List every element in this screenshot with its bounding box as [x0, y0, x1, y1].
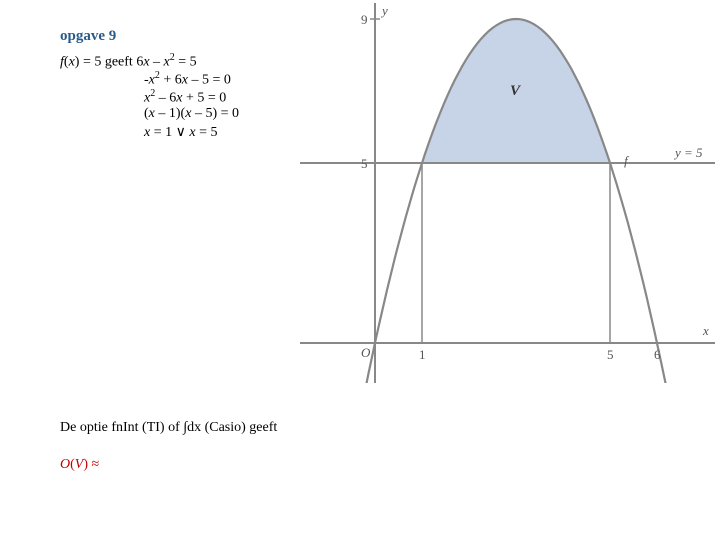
title-text: opgave 9: [60, 28, 116, 44]
svg-text:5: 5: [607, 347, 614, 362]
t: – 5) = 0: [191, 106, 239, 121]
t: = 5: [175, 55, 197, 70]
exercise-title: opgave 9: [60, 28, 116, 45]
equation-line-2: -x2 + 6x – 5 = 0: [144, 70, 231, 89]
svg-text:f: f: [624, 153, 630, 168]
t: ) = 5 geeft 6: [75, 55, 144, 70]
equation-line-4: (x – 1)(x – 5) = 0: [144, 106, 239, 122]
t: + 5 = 0: [182, 91, 226, 106]
equation-line-5: x = 1 ∨ x = 5: [144, 124, 218, 141]
svg-text:y: y: [380, 3, 388, 18]
t: – 5 = 0: [188, 73, 231, 88]
calculator-note: De optie fnInt (TI) of ∫dx (Casio) geeft: [60, 420, 277, 436]
t: –: [150, 55, 164, 70]
equation-line-1: f(x) = 5 geeft 6x – x2 = 5: [60, 52, 197, 71]
svg-text:O: O: [361, 345, 371, 360]
svg-text:9: 9: [361, 12, 368, 27]
O: O: [60, 457, 70, 472]
t: + 6: [160, 73, 182, 88]
svg-text:x: x: [702, 323, 709, 338]
equation-line-3: x2 – 6x + 5 = 0: [144, 88, 226, 107]
svg-text:y = 5: y = 5: [673, 145, 703, 160]
parabola-graph: 9yfV5y = 5O156x: [300, 3, 715, 383]
t: – 1)(: [155, 106, 185, 121]
t: = 1 ∨: [150, 125, 189, 140]
approx: ≈: [88, 457, 99, 472]
svg-text:5: 5: [361, 156, 368, 171]
svg-text:1: 1: [419, 347, 426, 362]
graph-container: 9yfV5y = 5O156x: [300, 3, 715, 383]
t: = 5: [196, 125, 218, 140]
t: De optie fnInt (TI) of ∫dx (Casio) geeft: [60, 420, 277, 435]
t: – 6: [155, 91, 176, 106]
svg-text:6: 6: [654, 347, 661, 362]
result-line: O(V) ≈: [60, 457, 99, 473]
